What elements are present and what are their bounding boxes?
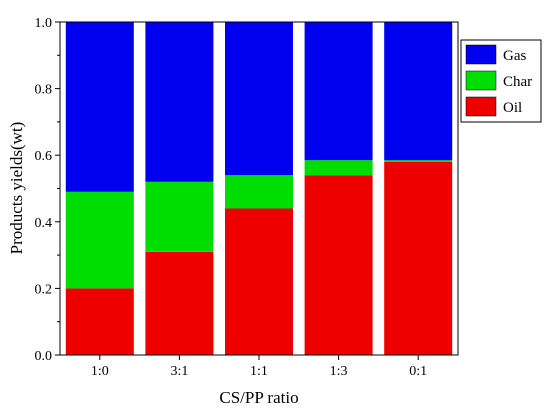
x-tick-label: 1:0 bbox=[91, 364, 109, 379]
y-tick-label: 1.0 bbox=[35, 16, 53, 31]
y-tick-label: 0.4 bbox=[35, 216, 53, 231]
x-tick-label: 1:3 bbox=[330, 364, 348, 379]
legend-label-char: Char bbox=[503, 74, 532, 90]
bar-segment-gas-1 bbox=[65, 22, 134, 192]
bar-segment-gas-5 bbox=[384, 22, 453, 161]
x-axis-title: CS/PP ratio bbox=[219, 388, 298, 407]
legend-label-oil: Oil bbox=[503, 100, 522, 116]
y-tick-label: 0.8 bbox=[35, 83, 53, 98]
y-tick-label: 0.2 bbox=[35, 282, 53, 297]
bar-segment-char-1 bbox=[65, 191, 134, 289]
bar-segment-char-3 bbox=[225, 175, 293, 209]
x-tick-label: 3:1 bbox=[170, 364, 188, 379]
legend-swatch-oil bbox=[465, 96, 497, 117]
bars-layer bbox=[65, 22, 453, 355]
y-tick-label: 0.0 bbox=[35, 349, 53, 364]
bar-segment-gas-4 bbox=[304, 22, 373, 161]
y-axis-title: Products yields(wt) bbox=[7, 122, 26, 255]
y-tick-label: 0.6 bbox=[35, 149, 53, 164]
bar-segment-gas-3 bbox=[225, 22, 293, 176]
bar-segment-oil-3 bbox=[225, 208, 293, 355]
legend-label-gas: Gas bbox=[503, 48, 526, 64]
bar-segment-char-2 bbox=[145, 181, 214, 252]
bar-segment-gas-2 bbox=[145, 22, 214, 182]
bar-segment-oil-2 bbox=[145, 251, 214, 355]
x-tick-label: 0:1 bbox=[409, 364, 427, 379]
bar-segment-char-5 bbox=[384, 160, 453, 162]
bar-segment-oil-1 bbox=[65, 288, 134, 355]
legend-swatch-gas bbox=[465, 44, 497, 65]
legend: Gas Char Oil bbox=[460, 39, 542, 123]
legend-swatch-char bbox=[465, 70, 497, 91]
x-tick-label: 1:1 bbox=[250, 364, 268, 379]
bar-segment-oil-4 bbox=[304, 175, 373, 355]
bar-segment-oil-5 bbox=[384, 161, 453, 355]
bar-segment-char-4 bbox=[304, 160, 373, 176]
axis-layer: 1:0 3:1 1:1 1:3 0:1 0.0 0.2 0.4 0.6 0.8 1.0 bbox=[35, 16, 428, 379]
